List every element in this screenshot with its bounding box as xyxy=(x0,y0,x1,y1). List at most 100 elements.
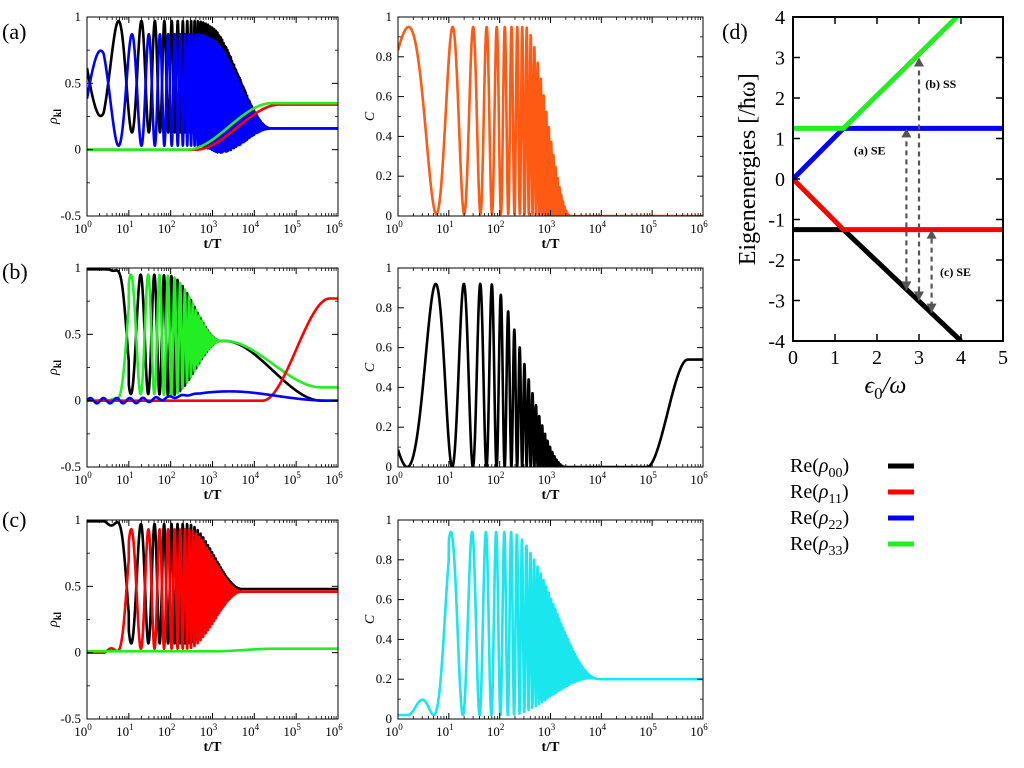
panel-label-b: (b) xyxy=(2,259,28,284)
series-C xyxy=(398,530,703,717)
x-tick-label: 103 xyxy=(538,470,556,487)
legend-item: Re(ρ00) xyxy=(790,455,914,481)
x-tick-label: 0 xyxy=(788,347,798,369)
y-tick-label: 0.2 xyxy=(376,671,392,686)
y-axis-label: ρkl xyxy=(46,360,64,376)
arrowhead xyxy=(901,128,912,138)
x-tick-label: 105 xyxy=(639,722,657,739)
chart-d-energies: 0 1 2 3 4 5 4 3 2 1 0 -1 -2 -3 -4 ϵ0/ω Eigenenergies [/ħ… xyxy=(735,7,1008,403)
x-tick-label: 101 xyxy=(436,470,454,487)
x-tick-label: 102 xyxy=(487,470,505,487)
y-axis-label: C xyxy=(363,614,378,624)
y-axis-label: C xyxy=(363,362,378,372)
x-tick-label: 100 xyxy=(385,722,403,739)
series-Re-22- xyxy=(87,390,338,405)
plot-frame xyxy=(792,16,1004,342)
y-tick-label: 0.4 xyxy=(376,128,393,143)
x-axis-label: t/T xyxy=(542,740,561,755)
series-Re-11- xyxy=(87,527,338,654)
x-tick-label: 103 xyxy=(200,470,218,487)
y-tick-label: 0.6 xyxy=(376,592,393,607)
y-tick-label: 0.8 xyxy=(376,300,392,315)
panel-label-a: (a) xyxy=(2,19,26,44)
x-tick-label: 104 xyxy=(589,219,607,236)
y-tick-label: -0.5 xyxy=(60,459,81,474)
x-tick-label: 101 xyxy=(436,722,454,739)
x-tick-label: 106 xyxy=(690,722,708,739)
series-E2 xyxy=(793,125,1003,181)
legend-item: Re(ρ22) xyxy=(790,507,914,533)
series-Re-33- xyxy=(87,647,338,653)
panel-label-d: (d) xyxy=(722,19,748,44)
y-tick-label: 1 xyxy=(386,260,393,275)
chart-a-C: 100 101 102 103 104 105 106 1 0.8 0.6 0.4 0.2 0 t/T C xyxy=(363,9,708,252)
x-tick-label: 5 xyxy=(998,347,1008,369)
y-tick-label: 0 xyxy=(75,393,82,408)
x-tick-label: 104 xyxy=(589,470,607,487)
y-tick-label: 4 xyxy=(775,7,785,29)
x-tick-label: 100 xyxy=(385,219,403,236)
y-tick-label: -2 xyxy=(768,250,785,272)
y-tick-label: 0 xyxy=(386,208,393,223)
arrowhead xyxy=(914,291,924,301)
legend-label: Re(ρ33) xyxy=(790,533,849,559)
y-tick-label: -1 xyxy=(768,210,785,232)
y-tick-label: 0.6 xyxy=(376,89,393,104)
x-tick-label: 104 xyxy=(589,722,607,739)
y-axis-label: ρkl xyxy=(46,109,64,125)
x-tick-label: 3 xyxy=(914,347,924,369)
x-tick-label: 105 xyxy=(283,219,301,236)
legend: Re(ρ00)Re(ρ11)Re(ρ22)Re(ρ33) xyxy=(790,455,914,559)
x-tick-label: 106 xyxy=(325,722,343,739)
x-tick-label: 103 xyxy=(538,219,556,236)
y-axis-label: C xyxy=(363,111,378,121)
y-tick-label: 1 xyxy=(75,260,82,275)
x-tick-label: 102 xyxy=(487,722,505,739)
y-axis-label: ρkl xyxy=(46,612,64,628)
y-tick-label: 1 xyxy=(386,512,393,527)
legend-item: Re(ρ33) xyxy=(790,533,914,559)
chart-a-rho: 100 101 102 103 104 105 106 1 0.5 0 -0.5 t/T ρkl xyxy=(46,9,343,252)
series-Re-22- xyxy=(87,32,338,154)
y-tick-label: -4 xyxy=(768,331,785,353)
x-tick-label: 103 xyxy=(538,722,556,739)
x-tick-label: 101 xyxy=(116,470,134,487)
chart-c-C: 100 101 102 103 104 105 106 1 0.8 0.6 0.4 0.2 0 t/T C xyxy=(363,512,708,755)
series-E0 xyxy=(793,227,963,341)
x-tick-label: 100 xyxy=(74,470,92,487)
x-tick-label: 106 xyxy=(325,470,343,487)
y-tick-label: 0 xyxy=(75,142,82,157)
legend-label: Re(ρ00) xyxy=(790,455,849,481)
y-tick-label: 1 xyxy=(75,9,82,24)
chart-b-rho: 100 101 102 103 104 105 106 1 0.5 0 -0.5 t/T ρkl xyxy=(46,260,343,503)
chart-b-C: 100 101 102 103 104 105 106 1 0.8 0.6 0.4 0.2 0 t/T C xyxy=(363,260,708,503)
x-tick-label: 103 xyxy=(200,722,218,739)
x-tick-label: 105 xyxy=(639,219,657,236)
y-tick-label: -0.5 xyxy=(60,208,81,223)
series-C xyxy=(398,25,703,216)
y-tick-label: 3 xyxy=(775,48,785,70)
x-tick-label: 105 xyxy=(283,722,301,739)
x-tick-label: 104 xyxy=(242,470,260,487)
annotation-label: (a) SE xyxy=(854,144,886,158)
x-tick-label: 100 xyxy=(74,219,92,236)
x-tick-label: 104 xyxy=(242,219,260,236)
x-tick-label: 102 xyxy=(158,219,176,236)
y-tick-label: 0.8 xyxy=(376,552,392,567)
x-axis-label: t/T xyxy=(542,237,561,252)
y-tick-label: 0.5 xyxy=(65,578,81,593)
x-tick-label: 100 xyxy=(74,722,92,739)
y-tick-label: 0 xyxy=(386,711,393,726)
x-tick-label: 106 xyxy=(690,219,708,236)
annotation-label: (c) SE xyxy=(940,265,971,279)
y-tick-label: 0.4 xyxy=(376,379,393,394)
x-axis-label: ϵ0/ω xyxy=(865,373,907,403)
y-tick-label: 0 xyxy=(75,645,82,660)
x-axis-label: t/T xyxy=(204,237,223,252)
y-tick-label: 1 xyxy=(775,129,785,151)
x-tick-label: 101 xyxy=(116,219,134,236)
arrowhead xyxy=(926,229,937,239)
x-tick-label: 106 xyxy=(690,470,708,487)
series-Re-33- xyxy=(87,273,338,402)
